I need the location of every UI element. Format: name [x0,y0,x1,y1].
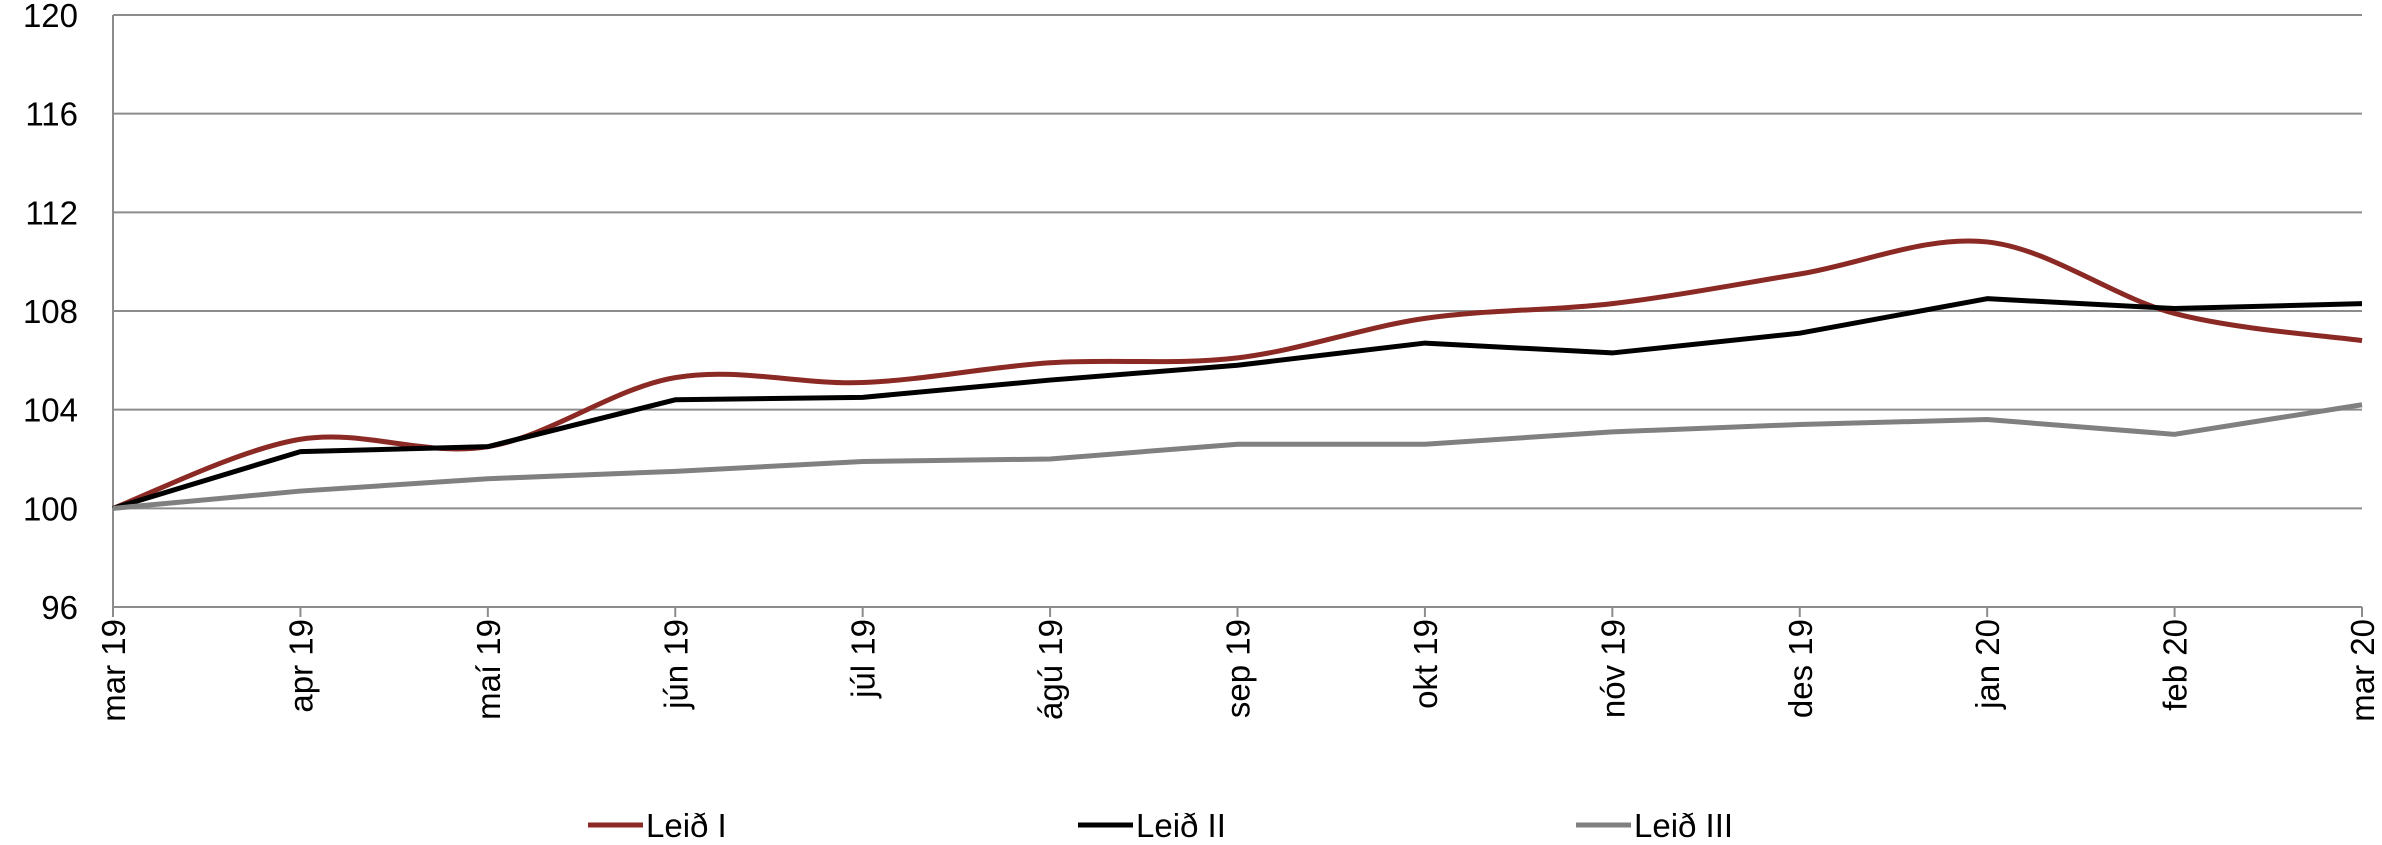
x-tick-label-10: jan 20 [1969,619,2006,710]
x-tick-label-0: mar 19 [95,619,132,722]
legend-label-1: Leið I [646,807,727,844]
x-tick-labels: mar 19 apr 19 maí 19 jún 19 júl 19 ágú 19 sep … [95,619,2381,722]
legend-label-3: Leið III [1634,807,1733,844]
y-tick-label-2: 104 [23,392,78,429]
x-tick-label-9: des 19 [1782,619,1819,718]
y-tick-labels: 96 100 104 108 112 116 120 [23,0,78,626]
legend: Leið I Leið II Leið III [588,807,1733,844]
series-line-3 [112,402,2363,511]
y-tick-label-5: 116 [25,96,78,133]
x-tick-label-1: apr 19 [282,619,319,713]
series-lines [112,238,2363,511]
x-tick-label-4: júl 19 [845,619,882,699]
y-tick-label-3: 108 [23,293,78,330]
series-line-2 [112,296,2363,511]
x-tick-label-11: feb 20 [2157,619,2194,711]
x-tick-label-5: ágú 19 [1032,619,1069,720]
axes [112,15,2363,617]
y-tick-label-0: 96 [41,589,78,626]
x-tick-label-3: jún 19 [657,619,694,710]
y-tick-label-1: 100 [23,490,78,527]
gridlines [113,14,2362,510]
x-tick-label-6: sep 19 [1220,619,1257,718]
y-tick-label-6: 120 [23,0,78,34]
x-tick-label-8: nóv 19 [1594,619,1631,718]
x-tick-label-12: mar 20 [2344,619,2381,722]
x-tick-label-2: maí 19 [470,619,507,720]
y-tick-label-4: 112 [25,194,78,231]
x-tick-label-7: okt 19 [1407,619,1444,709]
series-line-1 [112,238,2363,511]
legend-label-2: Leið II [1136,807,1226,844]
